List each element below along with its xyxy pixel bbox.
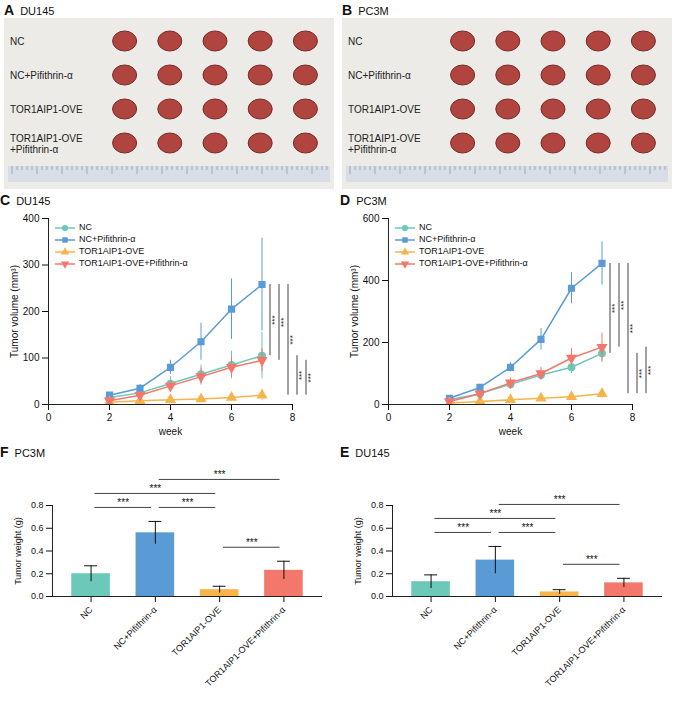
svg-text:***: *** [610, 304, 619, 313]
html-text:NC+Pifithrin-α: NC+Pifithrin-α [79, 234, 136, 244]
svg-text:***: *** [288, 335, 297, 344]
svg-text:***: *** [246, 537, 258, 548]
html-text:B PC3M: B PC3M [342, 2, 389, 18]
html-text:A DU145: A DU145 [4, 2, 55, 18]
svg-text:0.4: 0.4 [371, 546, 384, 556]
html-text:F PC3M: F PC3M [0, 444, 46, 460]
svg-text:***: *** [554, 494, 566, 505]
html-text:TOR1AIP1-OVE+Pifithrin-α: TOR1AIP1-OVE+Pifithrin-α [79, 258, 188, 268]
svg-text:0: 0 [34, 399, 40, 410]
svg-text:2: 2 [107, 412, 113, 423]
svg-text:2: 2 [447, 412, 453, 423]
svg-text:NC: NC [348, 36, 362, 47]
html-text:NC+Pifithrin-α: NC+Pifithrin-α [419, 234, 476, 244]
svg-text:TOR1AIP1-OVE+Pifithrin-α: TOR1AIP1-OVE+Pifithrin-α [10, 133, 83, 155]
svg-text:8: 8 [630, 412, 636, 423]
svg-text:0.2: 0.2 [371, 569, 384, 579]
svg-text:0.2: 0.2 [31, 569, 44, 579]
svg-text:NC: NC [418, 604, 435, 621]
svg-text:NC: NC [10, 36, 24, 47]
svg-text:300: 300 [23, 259, 40, 270]
svg-text:NC+Pifithrin-α: NC+Pifithrin-α [452, 605, 499, 652]
html-text:TOR1AIP1-OVE: TOR1AIP1-OVE [419, 246, 485, 256]
svg-text:***: *** [306, 373, 315, 382]
svg-text:6: 6 [229, 412, 235, 423]
svg-text:***: *** [619, 301, 628, 310]
svg-text:***: *** [522, 522, 534, 533]
svg-text:***: *** [646, 366, 655, 375]
svg-text:0.6: 0.6 [31, 523, 44, 533]
svg-text:400: 400 [363, 275, 380, 286]
svg-text:NC+Pifithrin-α: NC+Pifithrin-α [112, 605, 159, 652]
html-text:D PC3M: D PC3M [340, 192, 387, 208]
svg-text:NC+Pifithrin-α: NC+Pifithrin-α [10, 70, 73, 81]
svg-text:8: 8 [290, 412, 296, 423]
svg-text:6: 6 [569, 412, 575, 423]
html-text:TOR1AIP1-OVE: TOR1AIP1-OVE [79, 246, 145, 256]
svg-text:***: *** [270, 315, 279, 324]
svg-text:4: 4 [508, 412, 514, 423]
svg-text:200: 200 [363, 337, 380, 348]
html-text:TOR1AIP1-OVE+Pifithrin-α: TOR1AIP1-OVE+Pifithrin-α [419, 258, 528, 268]
svg-text:TOR1AIP1-OVE+Pifithrin-α: TOR1AIP1-OVE+Pifithrin-α [543, 605, 627, 689]
svg-text:***: *** [150, 483, 162, 494]
svg-text:0: 0 [46, 412, 52, 423]
svg-text:0.0: 0.0 [371, 591, 384, 601]
svg-text:Tumor weight (g): Tumor weight (g) [13, 517, 23, 585]
svg-text:TOR1AIP1-OVE+Pifithrin-α: TOR1AIP1-OVE+Pifithrin-α [348, 133, 421, 155]
svg-text:Tumor weight (g): Tumor weight (g) [353, 517, 363, 585]
svg-text:***: *** [637, 369, 646, 378]
svg-text:***: *** [628, 324, 637, 333]
svg-text:0.6: 0.6 [371, 523, 384, 533]
svg-text:***: *** [117, 497, 129, 508]
svg-text:TOR1AIP1-OVE+Pifithrin-α: TOR1AIP1-OVE+Pifithrin-α [203, 605, 287, 689]
svg-text:***: *** [182, 497, 194, 508]
html-text:C DU145: C DU145 [0, 192, 51, 208]
svg-text:0: 0 [386, 412, 392, 423]
svg-text:week: week [498, 426, 523, 437]
svg-text:100: 100 [23, 352, 40, 363]
html-text:NC: NC [419, 222, 432, 232]
html-text:NC: NC [79, 222, 92, 232]
svg-text:400: 400 [23, 213, 40, 224]
svg-text:***: *** [297, 371, 306, 380]
svg-text:***: *** [586, 554, 598, 565]
svg-text:***: *** [490, 508, 502, 519]
html-text:E DU145: E DU145 [340, 444, 390, 460]
svg-text:TOR1AIP1-OVE: TOR1AIP1-OVE [510, 605, 563, 658]
svg-text:0.8: 0.8 [371, 500, 384, 510]
svg-text:TOR1AIP1-OVE: TOR1AIP1-OVE [10, 104, 83, 115]
svg-text:0: 0 [374, 399, 380, 410]
svg-text:600: 600 [363, 213, 380, 224]
svg-text:0.8: 0.8 [31, 500, 44, 510]
svg-text:NC+Pifithrin-α: NC+Pifithrin-α [348, 70, 411, 81]
svg-text:Tumor volume (mm³): Tumor volume (mm³) [349, 265, 360, 358]
svg-text:week: week [158, 426, 183, 437]
svg-text:***: *** [279, 318, 288, 327]
svg-text:Tumor volume (mm³): Tumor volume (mm³) [9, 265, 20, 358]
svg-text:200: 200 [23, 306, 40, 317]
svg-text:0.4: 0.4 [31, 546, 44, 556]
svg-text:TOR1AIP1-OVE: TOR1AIP1-OVE [170, 605, 223, 658]
svg-text:NC: NC [78, 604, 95, 621]
svg-text:TOR1AIP1-OVE: TOR1AIP1-OVE [348, 104, 421, 115]
svg-text:***: *** [214, 469, 226, 480]
svg-text:4: 4 [168, 412, 174, 423]
svg-text:0.0: 0.0 [31, 591, 44, 601]
svg-text:***: *** [457, 522, 469, 533]
